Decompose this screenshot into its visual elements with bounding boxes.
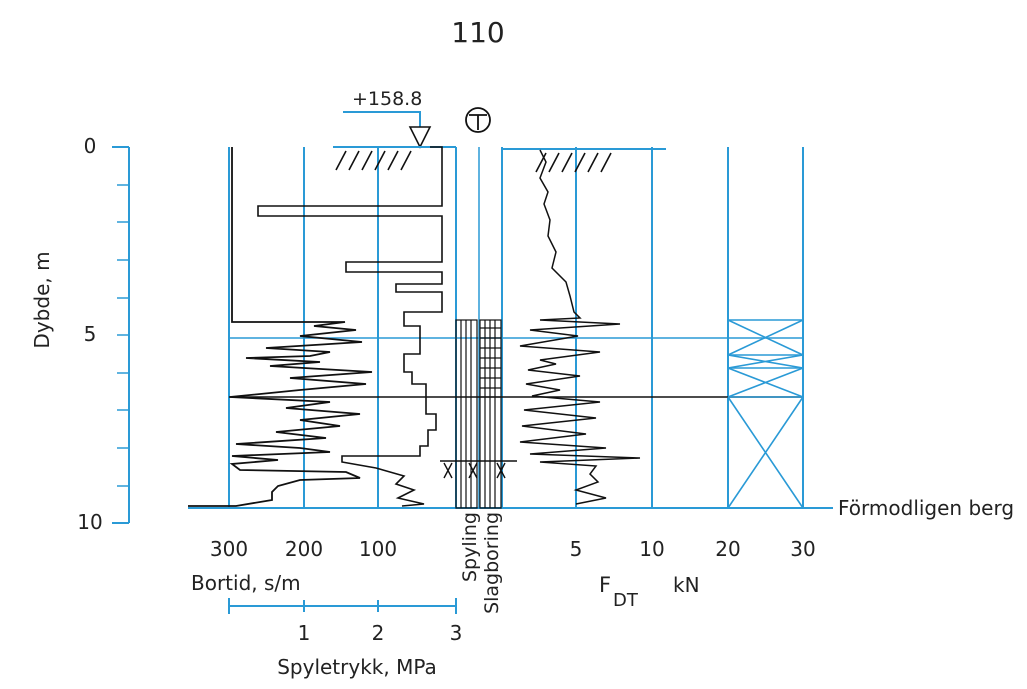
depth-tick-5: 5 — [84, 322, 97, 346]
depth-tick-0: 0 — [84, 134, 97, 158]
sample-markers — [440, 460, 517, 479]
spyletrykk-axis: 1 2 3 — [228, 598, 463, 645]
spyletrykk-tick-2: 2 — [372, 621, 385, 645]
station-symbol-icon — [465, 107, 491, 133]
depth-tick-10: 10 — [77, 510, 102, 534]
bortid-tick-100: 100 — [359, 537, 397, 561]
depth-axis-label: Dybde, m — [30, 251, 54, 348]
spyling-label: Spyling — [459, 512, 481, 582]
force-axis-label-sub: DT — [613, 590, 639, 611]
force-tick-30: 30 — [790, 537, 815, 561]
force-trace — [519, 149, 641, 505]
bedrock-annotation: Förmodligen berg — [838, 496, 1014, 520]
slagboring-column — [479, 319, 502, 509]
bortid-tick-300: 300 — [210, 537, 248, 561]
bortid-tick-200: 200 — [285, 537, 323, 561]
force-tick-20: 20 — [715, 537, 740, 561]
bortid-trace — [188, 147, 373, 507]
spyletrykk-tick-3: 3 — [450, 621, 463, 645]
bortid-axis-label: Bortid, s/m — [191, 571, 301, 595]
spyletrykk-axis-label: Spyletrykk, MPa — [277, 655, 437, 679]
force-tick-10: 10 — [639, 537, 664, 561]
ground-hatch-right — [535, 152, 612, 173]
force-bracing — [727, 319, 804, 509]
page-number: 110 — [451, 16, 504, 49]
spyling-column — [455, 319, 478, 509]
depth-axis: 0 5 10 — [77, 134, 130, 534]
ground-level-triangle-icon — [408, 126, 432, 149]
slagboring-label: Slagboring — [481, 512, 503, 614]
elevation-leader — [343, 111, 421, 127]
bortid-tick-labels: 300 200 100 — [210, 537, 397, 561]
force-axis-label-main: F — [599, 573, 611, 597]
force-tick-5: 5 — [570, 537, 583, 561]
spyletrykk-tick-1: 1 — [298, 621, 311, 645]
elevation-label: +158.8 — [352, 88, 422, 110]
ground-hatch-left — [335, 150, 412, 171]
force-tick-labels: 5 10 20 30 — [570, 537, 816, 561]
grid-verticals — [228, 147, 804, 508]
force-axis-unit: kN — [673, 573, 700, 597]
bortid-upper-profile — [257, 146, 443, 507]
